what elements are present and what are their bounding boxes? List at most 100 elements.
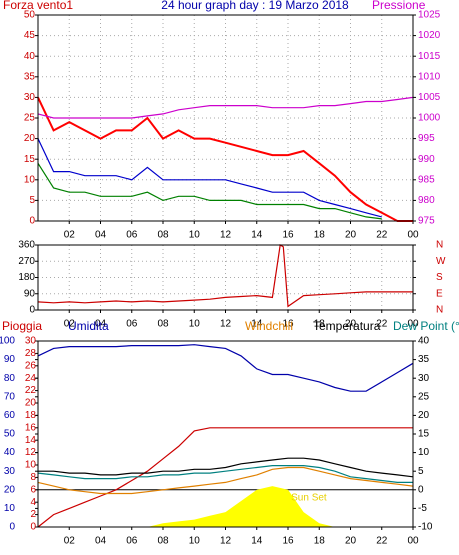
y3-tick-label: 16 [25, 422, 37, 433]
plot-frame [37, 340, 414, 528]
y-tick-label: 40 [24, 51, 36, 62]
y2-tick-label: 1020 [418, 30, 441, 41]
line [37, 162, 382, 220]
y2-tick-label: 0 [418, 484, 424, 495]
line [37, 466, 414, 495]
line [37, 96, 414, 119]
y3-tick-label: 24 [25, 373, 37, 384]
line [37, 96, 413, 222]
line [38, 457, 414, 478]
x-tick-label: 14 [251, 230, 263, 241]
y-tick-label: 60 [4, 410, 16, 421]
y-tick-label: 40 [4, 447, 16, 458]
x-tick-label: 04 [95, 230, 107, 241]
x-tick-label: 08 [157, 536, 169, 547]
x-tick-label: 22 [376, 230, 388, 241]
y-label: Forza vento1 [3, 0, 73, 12]
y2-tick-label: 975 [418, 216, 435, 227]
y-tick-label: 25 [24, 113, 36, 124]
x-tick-label: 16 [282, 536, 294, 547]
y-tick-label: 270 [18, 256, 35, 267]
x-tick-label: 06 [126, 536, 138, 547]
y3-tick-label: 14 [25, 435, 37, 446]
x-tick-label: 08 [157, 230, 169, 241]
plot-frame [37, 14, 414, 222]
y-tick-label: 10 [4, 503, 16, 514]
y2-tick-label: N [436, 240, 443, 251]
y2-tick-label: 985 [418, 174, 435, 185]
y3-tick-label: 8 [30, 472, 36, 483]
x-tick-label: 06 [126, 319, 138, 330]
x-tick-label: 16 [282, 230, 294, 241]
y-tick-label: 5 [29, 195, 35, 206]
y-tick-label: 50 [4, 429, 16, 440]
y3-tick-label: 0 [30, 522, 36, 533]
y2-tick-label: S [436, 272, 443, 283]
y3-tick-label: 28 [25, 348, 37, 359]
x-tick-label: 22 [376, 319, 388, 330]
y2-tick-label: -10 [418, 522, 433, 533]
y2-tick-label: 5 [418, 466, 424, 477]
x-tick-label: 18 [314, 230, 326, 241]
y2-tick-label: 30 [418, 373, 430, 384]
y2-tick-label: 35 [418, 354, 430, 365]
y-tick-label: 100 [0, 336, 15, 347]
y2-tick-label: 995 [418, 133, 435, 144]
x-tick-label: 18 [314, 319, 326, 330]
y-tick-label: 45 [24, 30, 36, 41]
y3-tick-label: 30 [25, 336, 37, 347]
x-tick-label: 02 [64, 536, 76, 547]
area [38, 486, 413, 527]
y2-tick-label: 10 [418, 447, 430, 458]
y2-tick-label: 1010 [418, 71, 441, 82]
y2-tick-label: 990 [418, 154, 435, 165]
line [37, 465, 413, 483]
y-tick-label: 20 [4, 484, 16, 495]
y2-tick-label: 1005 [418, 92, 441, 103]
y2-tick-label: -5 [418, 503, 427, 514]
y-tick-label: 90 [4, 354, 16, 365]
y-tick-label: 70 [4, 391, 16, 402]
x-tick-label: 14 [251, 319, 263, 330]
y2-tick-label: 1015 [418, 51, 441, 62]
y2-tick-label: E [436, 288, 443, 299]
y3-tick-label: 22 [25, 385, 37, 396]
legend-label: Dew Point (°C [393, 319, 459, 333]
y3-tick-label: 18 [25, 410, 37, 421]
y-tick-label: 80 [4, 373, 16, 384]
x-tick-label: 10 [189, 536, 201, 547]
y2-tick-label: 1000 [418, 113, 441, 124]
y-tick-label: 90 [24, 288, 36, 299]
line [37, 244, 413, 308]
y2-tick-label: 20 [418, 410, 430, 421]
y2-tick-label: 25 [418, 391, 430, 402]
x-tick-label: 12 [220, 319, 232, 330]
y-tick-label: 180 [18, 272, 35, 283]
x-tick-label: 12 [220, 536, 232, 547]
legend-label: Temperatura [313, 319, 381, 333]
x-tick-label: 18 [314, 536, 326, 547]
y-tick-label: 20 [24, 133, 36, 144]
plot-frame [37, 244, 414, 311]
y-tick-label: 50 [24, 10, 36, 21]
x-tick-label: 06 [126, 230, 138, 241]
y3-tick-label: 10 [25, 460, 37, 471]
x-tick-label: 00 [407, 230, 419, 241]
y-tick-label: 30 [24, 92, 36, 103]
x-tick-label: 22 [376, 536, 388, 547]
y-tick-label: 0 [29, 216, 35, 227]
line [37, 138, 382, 218]
y-tick-label: 0 [29, 305, 35, 316]
legend-label: Windchill [245, 319, 293, 333]
x-tick-label: 20 [345, 319, 357, 330]
x-tick-label: 00 [407, 536, 419, 547]
x-tick-label: 12 [220, 230, 232, 241]
legend-label: Pioggia [2, 319, 42, 333]
x-tick-label: 02 [64, 319, 76, 330]
x-tick-label: 02 [64, 230, 76, 241]
line [37, 344, 414, 392]
y2-tick-label: N [436, 305, 443, 316]
x-tick-label: 08 [157, 319, 169, 330]
y-tick-label: 35 [24, 71, 36, 82]
